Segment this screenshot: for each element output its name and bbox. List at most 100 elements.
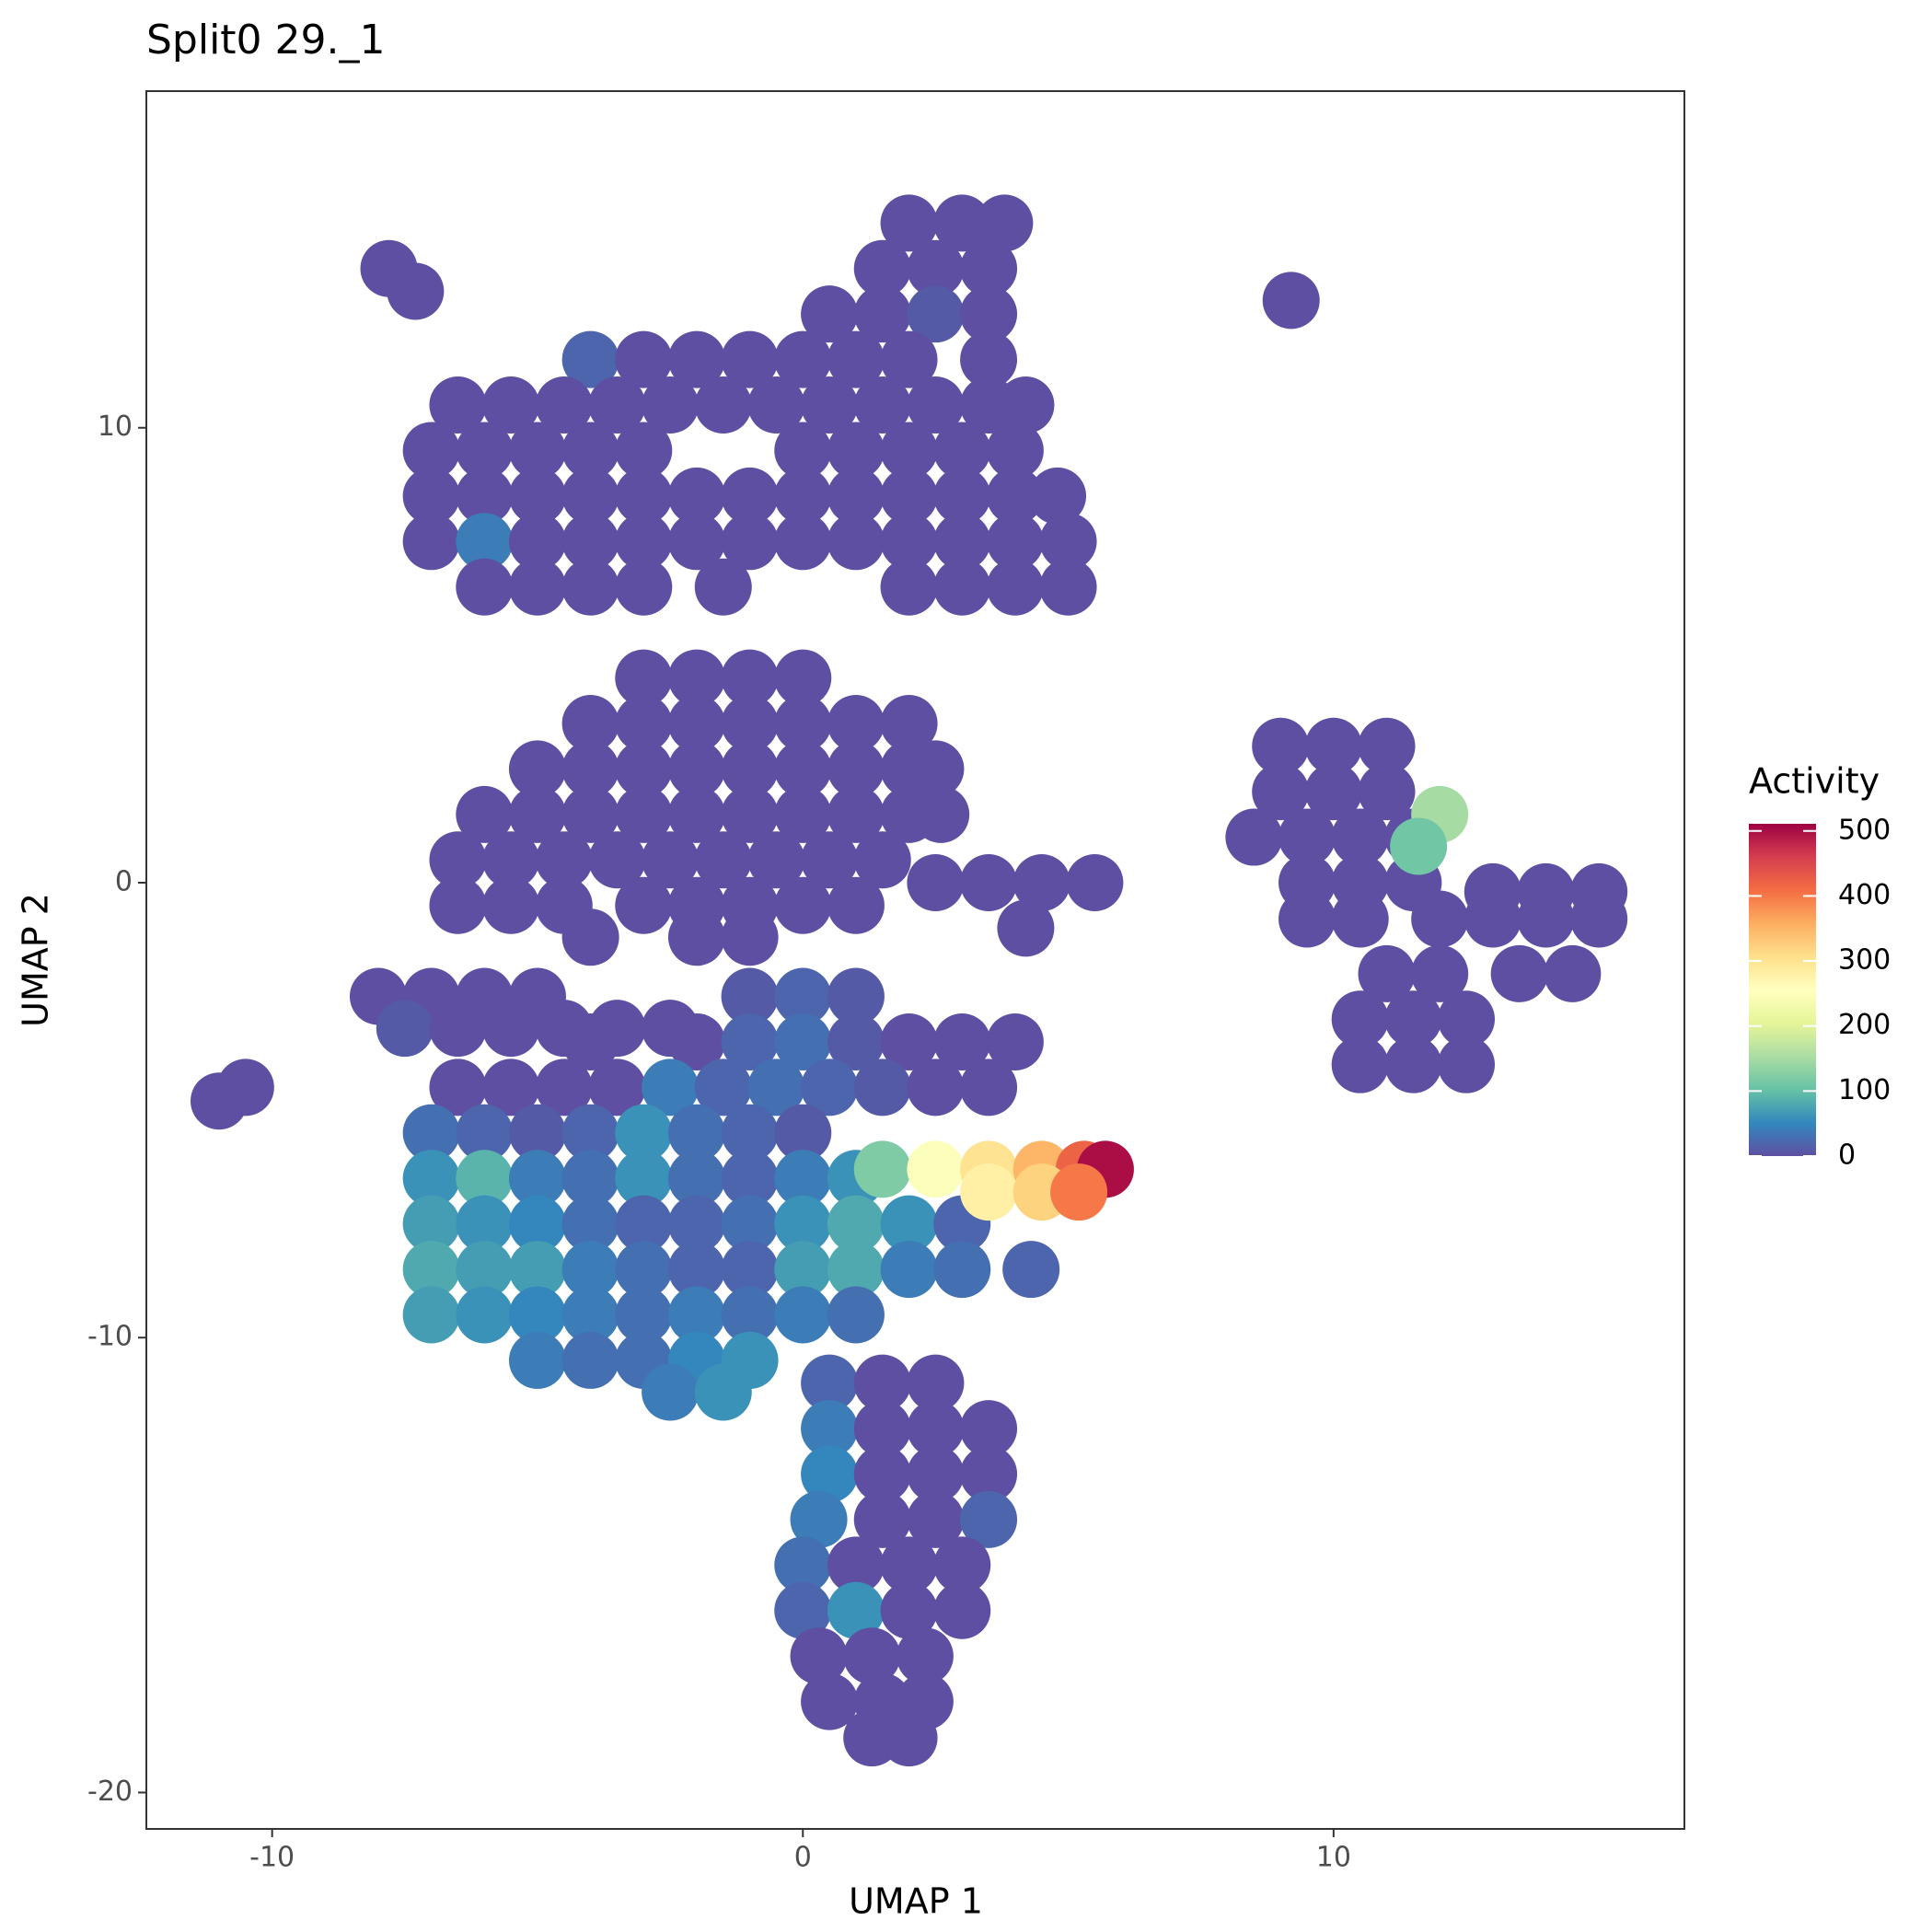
point [694,558,752,616]
point [827,694,885,752]
point [402,422,460,480]
point [827,1195,885,1253]
point [933,194,991,252]
point [1012,853,1070,911]
point [694,376,752,434]
point [774,967,832,1025]
point [508,1195,566,1253]
point [721,467,779,525]
point [694,831,752,889]
point [216,1059,274,1116]
point [774,467,832,525]
point [667,1012,725,1070]
point [1384,990,1442,1048]
point [997,899,1055,957]
point [615,513,673,571]
point [508,1150,566,1208]
point [907,285,965,343]
point [508,740,566,798]
point [1331,808,1389,866]
colorbar [1749,824,1816,1156]
point [912,785,970,843]
point [907,239,965,297]
point [774,1195,832,1253]
point [986,1012,1044,1070]
point [880,1709,938,1767]
point [615,1286,673,1344]
point [801,285,859,343]
point [535,1059,593,1116]
point [986,558,1044,616]
colorbar-label: 400 [1838,879,1891,911]
point [456,1104,514,1162]
point [774,422,832,480]
point [1390,817,1448,875]
point [960,1059,1018,1116]
point [456,467,514,525]
point [1304,717,1362,775]
y-tick-label: -20 [87,1776,133,1808]
point [801,1445,859,1503]
point [721,1195,779,1253]
point [615,649,673,707]
point [1438,990,1496,1048]
point [588,376,646,434]
point [615,467,673,525]
point [1262,272,1320,330]
point [880,1536,938,1594]
point [482,1059,540,1116]
point [880,1241,938,1299]
point [827,422,885,480]
point [827,467,885,525]
point [642,376,700,434]
point [1358,944,1416,1002]
point [907,853,965,911]
point [561,513,619,571]
point [721,967,779,1025]
point [642,1363,700,1421]
point [774,330,832,388]
point [986,513,1044,571]
point [907,1400,965,1458]
point [1570,862,1628,920]
colorbar-label: 300 [1838,944,1891,977]
point [880,422,938,480]
point [747,1059,805,1116]
point [456,1150,514,1208]
point [853,376,911,434]
point [1411,944,1469,1002]
point [880,513,938,571]
point [907,376,965,434]
point [774,1150,832,1208]
point [721,1150,779,1208]
point [1463,862,1521,920]
point [561,908,619,966]
point [827,740,885,798]
point [1278,890,1336,948]
point [429,831,487,889]
point [933,1241,991,1299]
point [1384,1035,1442,1093]
point [561,1241,619,1299]
point [1544,944,1602,1002]
point [429,1000,487,1058]
point [429,876,487,934]
point [561,740,619,798]
point [615,694,673,752]
point [1252,717,1310,775]
point [933,467,991,525]
point [827,513,885,571]
point [561,467,619,525]
y-tick-label: -10 [87,1321,133,1353]
point [721,1012,779,1070]
point [1331,990,1389,1048]
point [667,1104,725,1162]
point [1225,808,1283,866]
point [694,1059,752,1116]
point [774,1286,832,1344]
point [827,1536,885,1594]
point [642,831,700,889]
points [190,194,1628,1767]
point [880,1195,938,1253]
point [721,785,779,843]
